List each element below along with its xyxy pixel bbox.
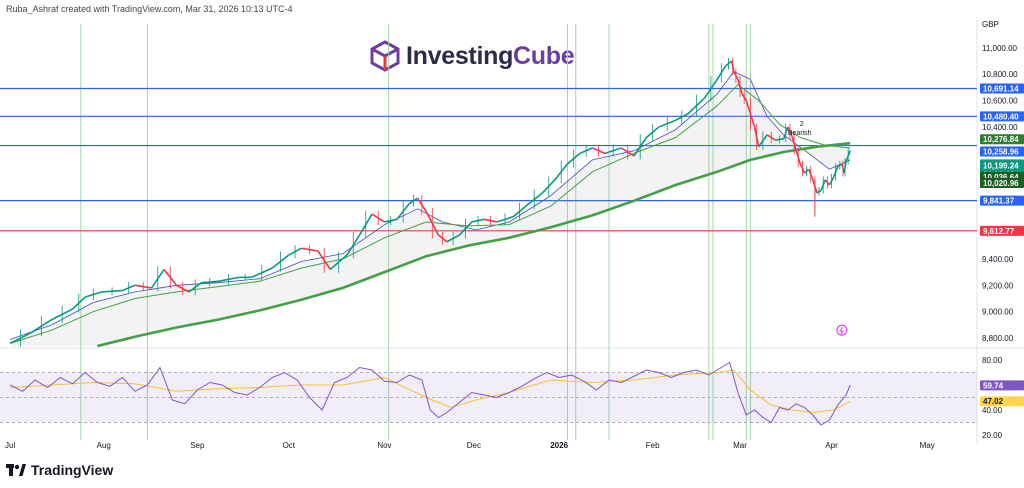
price-badge: 10,199.24 xyxy=(983,161,1019,170)
price-tick-label: 8,800.00 xyxy=(982,334,1014,343)
currency-label: GBP xyxy=(982,20,999,29)
logo-word-cube: Cube xyxy=(513,41,575,70)
time-tick-label: May xyxy=(920,441,935,450)
price-tick-label: 11,000.00 xyxy=(982,44,1018,53)
chart-attribution: Ruba_Ashraf created with TradingView.com… xyxy=(6,4,293,14)
level-price-badge-bg xyxy=(980,225,1024,236)
alert-icon xyxy=(836,324,848,336)
pattern-bearish-label: Bearish xyxy=(788,130,812,137)
price-badge: 10,036.64 xyxy=(983,173,1019,182)
time-tick-label: Apr xyxy=(825,441,838,450)
moving-average-ma-mid xyxy=(10,84,851,344)
rsi-ma-badge: 47.02 xyxy=(983,397,1004,406)
time-tick-label: Dec xyxy=(467,441,481,450)
level-price-badge: 9,612.77 xyxy=(983,227,1015,236)
cube-logo-icon xyxy=(370,40,400,72)
price-badge-bg xyxy=(980,177,1024,188)
price-badge-bg xyxy=(980,146,1024,157)
time-tick-label: Jul xyxy=(5,441,15,450)
tradingview-brand: TradingView xyxy=(6,462,113,478)
level-price-badge: 9,841.37 xyxy=(983,197,1015,206)
rsi-value-badge-bg xyxy=(980,380,1024,391)
verticals-layer xyxy=(0,20,1024,444)
time-axis: Jul Aug Sep Oct Nov Dec 2026 Feb Mar Apr May xyxy=(5,441,935,450)
price-tick-label: 9,000.00 xyxy=(982,308,1014,317)
rsi-panel xyxy=(0,361,977,426)
price-line-layer xyxy=(9,57,851,347)
rsi-tick-label: 80.00 xyxy=(982,356,1003,365)
price-badge: 10,276.84 xyxy=(983,135,1019,144)
tradingview-wordmark: TradingView xyxy=(31,462,114,478)
time-tick-label: Nov xyxy=(377,441,391,450)
price-badge: 10,020.96 xyxy=(983,179,1019,188)
rsi-value-badge: 59.74 xyxy=(983,381,1004,390)
price-badge-bg xyxy=(980,134,1024,145)
logo-wordmark: InvestingCube xyxy=(406,41,575,71)
pattern-number-label: 2 xyxy=(800,121,804,128)
price-tick-label: 10,600.00 xyxy=(982,97,1018,106)
rsi-tick-label: 40.00 xyxy=(982,406,1003,415)
moving-average-ma-slow xyxy=(97,141,851,348)
logo-word-investing: Investing xyxy=(406,41,514,70)
price-badge: 10,258.96 xyxy=(983,148,1019,157)
time-tick-label: Aug xyxy=(97,441,111,450)
ma-cloud-fill xyxy=(10,71,851,346)
price-tick-label: 10,400.00 xyxy=(982,123,1018,132)
level-price-badge: 10,480.40 xyxy=(983,112,1019,121)
cloud-fill-layer xyxy=(10,71,851,346)
price-tick-label: 10,800.00 xyxy=(982,70,1018,79)
level-price-badge-bg xyxy=(980,83,1024,94)
level-price-badge-bg xyxy=(980,111,1024,122)
time-tick-label: 2026 xyxy=(550,441,568,450)
price-tick-label: 9,200.00 xyxy=(982,281,1014,290)
horizontal-levels-layer xyxy=(0,87,977,232)
rsi-tick-label: 20.00 xyxy=(982,431,1003,440)
lightning-icon xyxy=(838,326,844,335)
price-tick-label: 9,400.00 xyxy=(982,255,1014,264)
time-tick-label: Mar xyxy=(733,441,747,450)
tradingview-logo-icon xyxy=(6,464,26,476)
time-tick-label: Oct xyxy=(283,441,296,450)
annotation-layer: 2 Bearish xyxy=(788,121,848,336)
price-badges: 10,691.14 10,480.40 9,841.37 9,612.77 10,276… xyxy=(980,83,1024,407)
moving-averages-layer xyxy=(10,71,851,348)
moving-average-ma-fast xyxy=(10,71,851,340)
investingcube-logo: InvestingCube xyxy=(370,40,575,72)
rsi-line xyxy=(9,361,851,426)
time-tick-label: Sep xyxy=(190,441,205,450)
rsi-ma-badge-bg xyxy=(980,396,1024,407)
level-price-badge: 10,691.14 xyxy=(983,85,1019,94)
level-price-badge-bg xyxy=(980,195,1024,206)
time-tick-label: Feb xyxy=(646,441,660,450)
